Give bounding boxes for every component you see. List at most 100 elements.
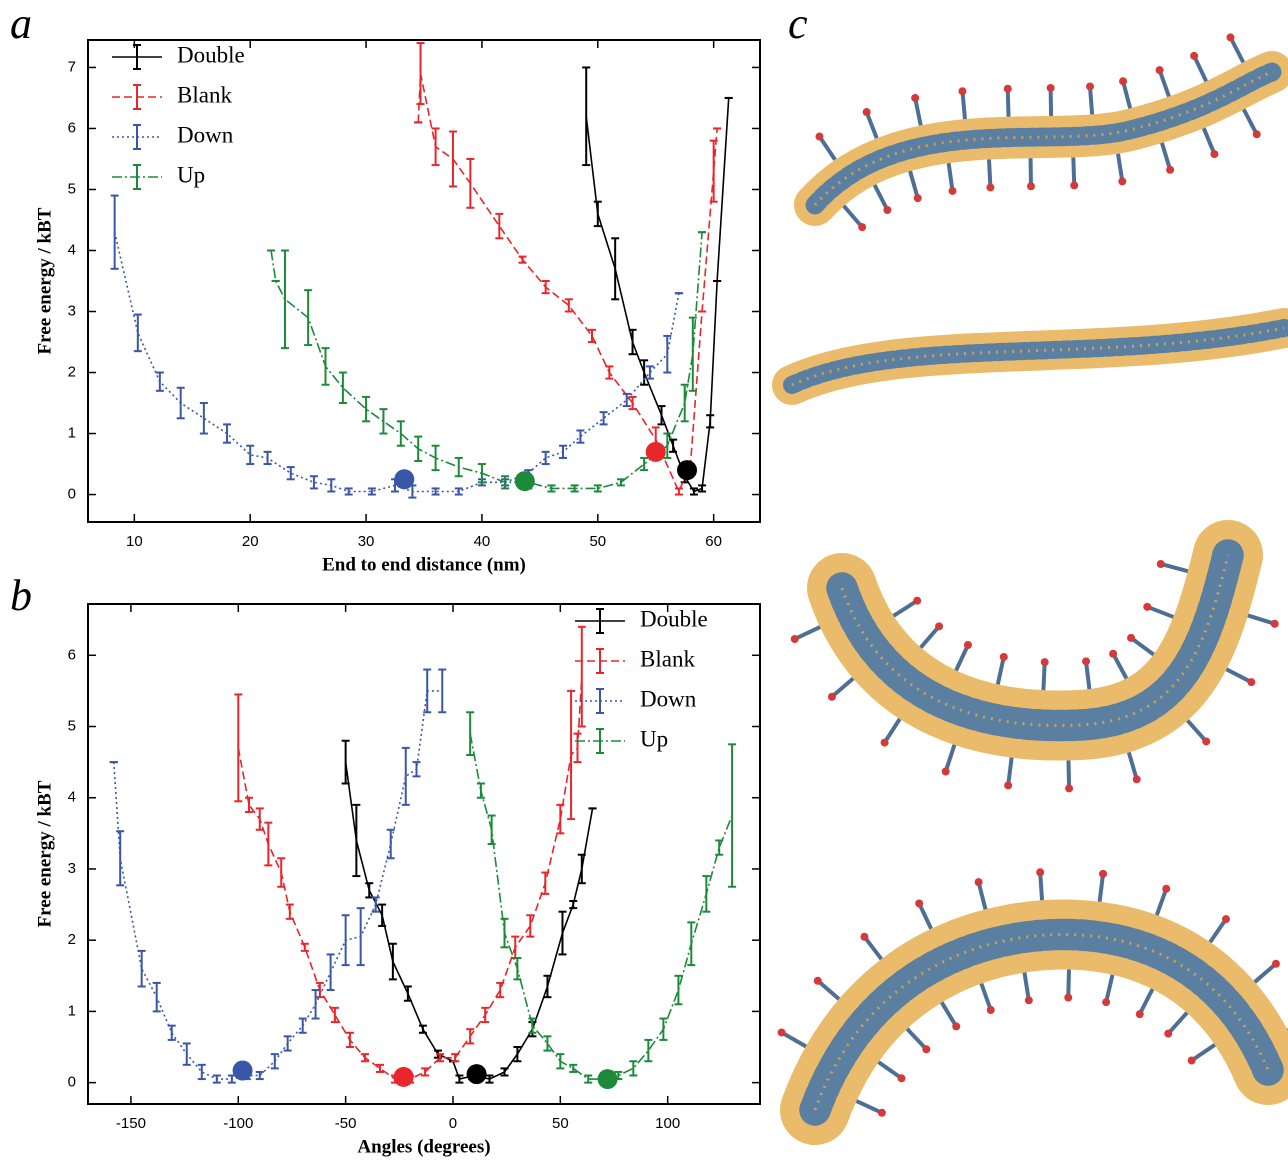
error-bar bbox=[622, 392, 631, 408]
error-bar bbox=[702, 875, 711, 913]
legend-label: Up bbox=[177, 162, 205, 187]
molecule-spike bbox=[960, 91, 967, 120]
error-bar bbox=[423, 668, 432, 714]
panel-label: c bbox=[788, 0, 808, 48]
error-bar bbox=[344, 487, 353, 496]
error-bar bbox=[528, 1017, 537, 1034]
molecule-spike-tip bbox=[883, 205, 892, 214]
panel-label: b bbox=[10, 571, 32, 620]
error-bar bbox=[212, 1074, 221, 1084]
error-bar bbox=[283, 1035, 292, 1052]
x-tick-label: -50 bbox=[335, 1115, 357, 1132]
error-bar bbox=[543, 1035, 552, 1052]
error-bar bbox=[223, 423, 232, 444]
x-tick-label: 60 bbox=[705, 533, 722, 550]
molecule-spike bbox=[908, 170, 920, 199]
molecule-spike bbox=[919, 625, 941, 649]
molecule-spike-tip bbox=[1003, 84, 1012, 93]
molecule-spike bbox=[816, 979, 841, 1001]
molecule-spike-tip bbox=[1064, 993, 1073, 1002]
error-bar bbox=[454, 487, 463, 496]
plot-frame bbox=[87, 603, 761, 1105]
molecule-spike-tip bbox=[1156, 559, 1165, 568]
error-bar bbox=[371, 896, 380, 913]
y-tick-label: 2 bbox=[68, 931, 76, 948]
error-bar bbox=[541, 450, 550, 466]
error-bar bbox=[541, 871, 550, 895]
error-bar bbox=[644, 1038, 653, 1063]
molecule-spike bbox=[1066, 760, 1072, 789]
error-bar bbox=[541, 280, 550, 295]
error-bar bbox=[245, 796, 254, 813]
molecule-spike bbox=[917, 902, 933, 930]
error-bar bbox=[285, 903, 294, 920]
molecule-spike-tip bbox=[1135, 1010, 1144, 1019]
molecule-spike-tip bbox=[1040, 658, 1049, 667]
molecule-spike bbox=[864, 111, 879, 139]
error-bar bbox=[386, 828, 395, 860]
error-bar bbox=[605, 365, 614, 380]
x-tick-label: 20 bbox=[242, 533, 259, 550]
molecule-spike-tip bbox=[1190, 51, 1199, 60]
molecule-spike bbox=[979, 982, 993, 1011]
molecule-core bbox=[813, 70, 1273, 207]
y-tick-label: 4 bbox=[68, 241, 76, 258]
molecule-spike bbox=[1097, 873, 1106, 902]
molecule-spike-tip bbox=[1070, 181, 1079, 190]
molecule-spike bbox=[1006, 757, 1014, 786]
error-bar bbox=[698, 484, 707, 493]
molecule-spike-tip bbox=[986, 1006, 995, 1015]
error-bar bbox=[451, 1053, 460, 1063]
error-bar bbox=[564, 298, 573, 313]
minimum-marker bbox=[677, 460, 698, 481]
molecule-spike bbox=[855, 1099, 883, 1115]
molecule-spike-tip bbox=[1036, 868, 1045, 877]
y-tick-label: 4 bbox=[68, 789, 76, 806]
molecule-spike-tip bbox=[815, 132, 824, 141]
molecule-spike bbox=[780, 1030, 807, 1049]
molecule-spike bbox=[1225, 667, 1253, 684]
molecule-spike-tip bbox=[1162, 884, 1171, 893]
error-bar bbox=[669, 438, 678, 453]
error-bar bbox=[588, 328, 596, 344]
molecule-spike bbox=[1121, 80, 1133, 109]
error-bar bbox=[416, 42, 425, 106]
error-bar bbox=[438, 668, 447, 714]
molecule-spike bbox=[1104, 974, 1115, 1003]
error-bar bbox=[264, 821, 273, 867]
molecule-spike bbox=[1186, 719, 1208, 743]
error-bar bbox=[412, 761, 421, 778]
error-bar bbox=[326, 953, 335, 992]
error-bar bbox=[255, 1070, 264, 1081]
molecule-spike bbox=[1208, 917, 1228, 944]
error-bar bbox=[680, 383, 689, 423]
error-bar bbox=[414, 435, 423, 462]
x-axis-label: Angles (degrees) bbox=[357, 1136, 490, 1157]
error-bar bbox=[547, 484, 556, 493]
molecule-spike-tip bbox=[1271, 959, 1280, 968]
error-bar bbox=[466, 711, 475, 756]
molecule-spike-tip bbox=[790, 635, 799, 644]
error-bar bbox=[431, 127, 440, 167]
molecule-spike-tip bbox=[1210, 150, 1219, 159]
error-bar bbox=[513, 956, 522, 981]
error-bar bbox=[577, 625, 586, 728]
molecule-spike bbox=[1137, 988, 1155, 1016]
molecule-spike bbox=[1228, 36, 1246, 64]
error-bar bbox=[352, 803, 361, 878]
error-bar bbox=[280, 249, 289, 350]
error-bar bbox=[197, 1063, 206, 1081]
error-bar bbox=[556, 803, 565, 835]
error-bar bbox=[501, 475, 510, 490]
error-bar bbox=[176, 386, 185, 420]
molecule-spike-tip bbox=[1143, 602, 1152, 611]
molecule-spike-tip bbox=[862, 108, 871, 117]
molecule-spike bbox=[1038, 872, 1045, 901]
molecule-spike bbox=[954, 644, 970, 672]
error-bar bbox=[234, 693, 243, 803]
legend-label: Blank bbox=[640, 646, 695, 671]
error-bar bbox=[559, 444, 568, 459]
error-bar bbox=[640, 456, 649, 472]
error-bar bbox=[255, 807, 264, 831]
error-bar bbox=[728, 743, 737, 888]
